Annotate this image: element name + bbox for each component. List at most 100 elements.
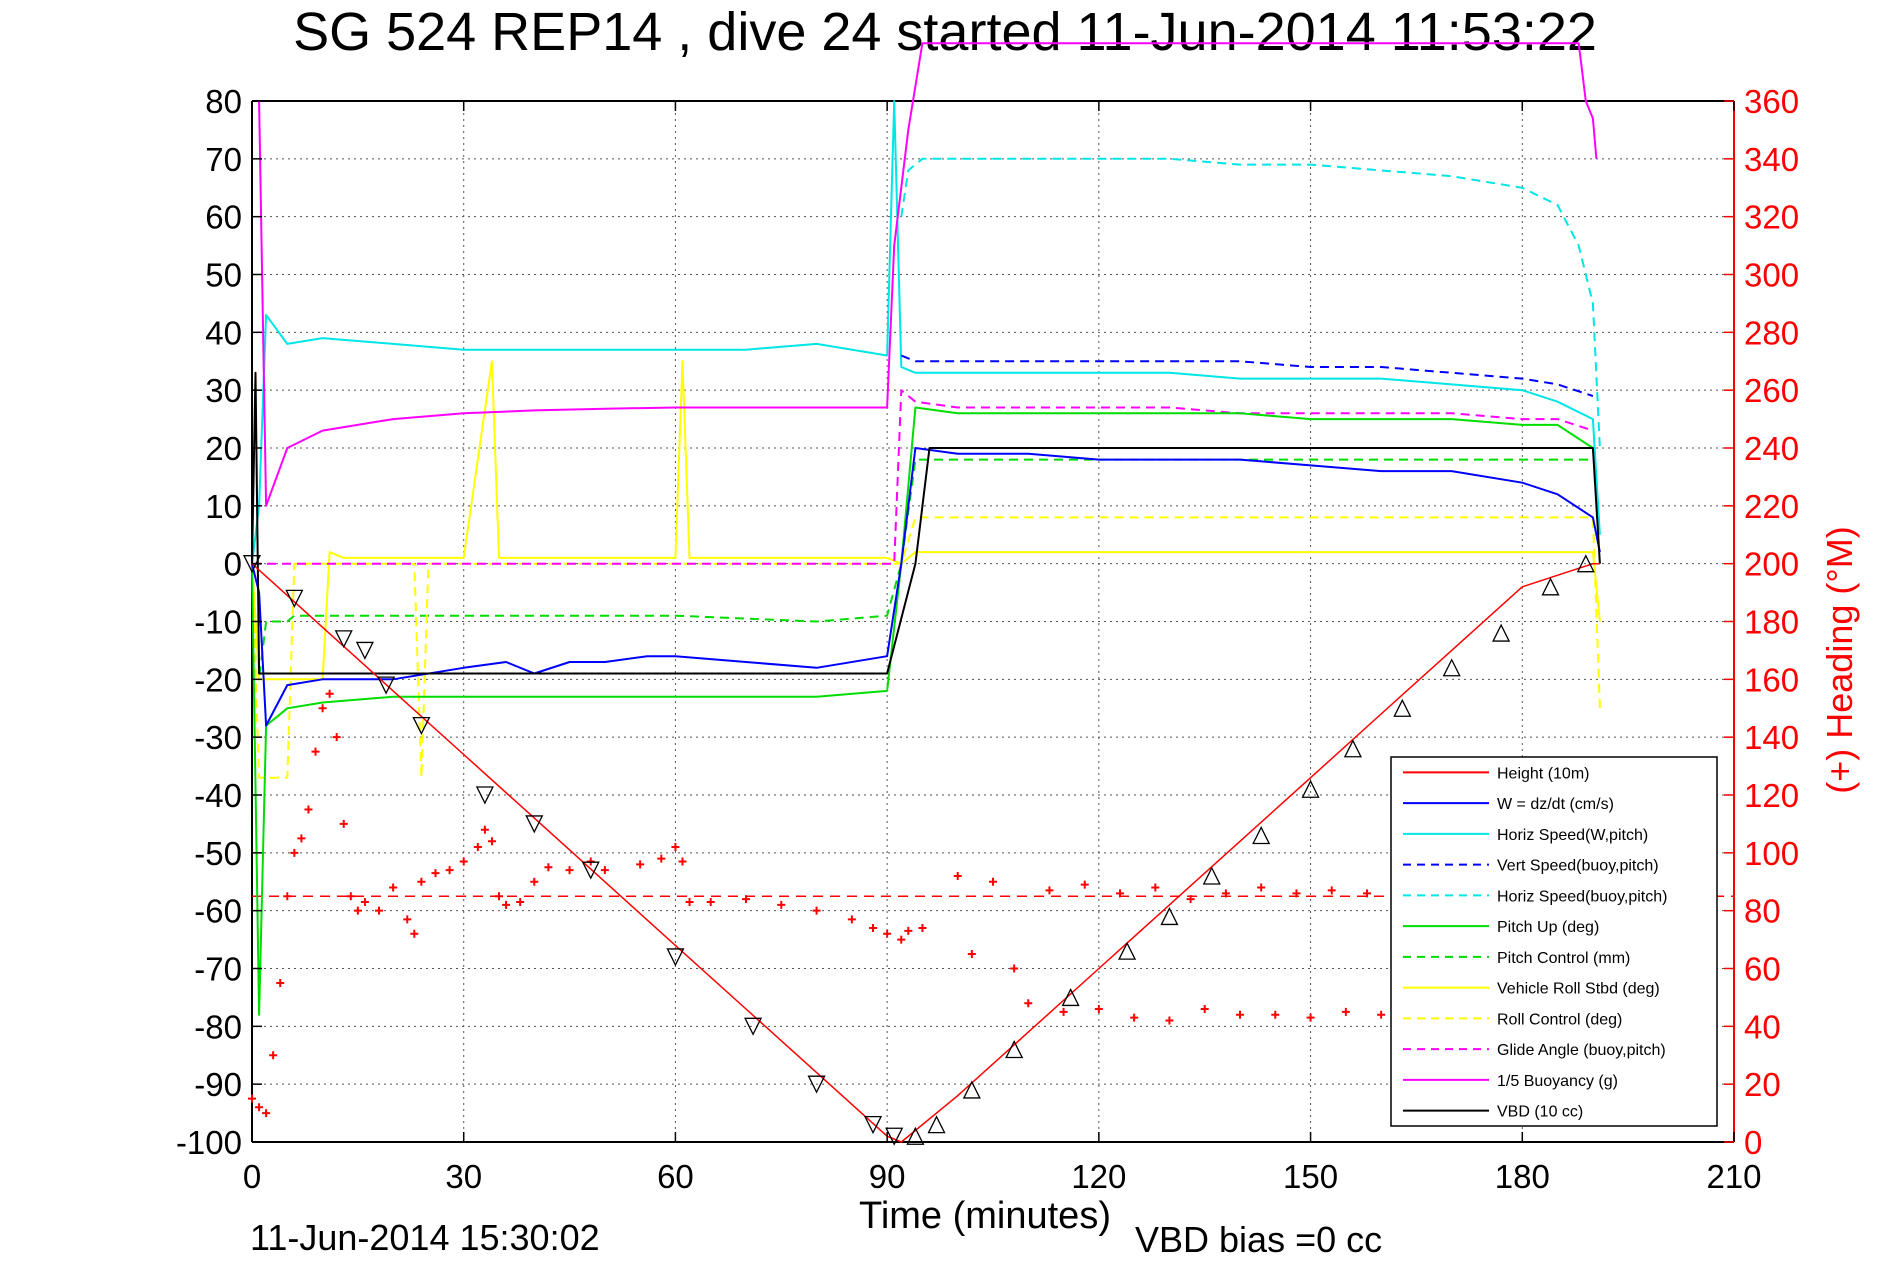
series-heading [248, 689, 1400, 1118]
profile-marker-down [581, 861, 600, 880]
profile-marker-up [1492, 623, 1511, 642]
heading-point [1341, 1007, 1350, 1016]
profile-marker-up [1393, 698, 1412, 717]
right-y-tick-label: 240 [1744, 430, 1799, 467]
series-1-5-buoyancy-g [258, 42, 1598, 507]
heading-point [360, 897, 369, 906]
heading-point [1363, 889, 1372, 898]
legend: Height (10m) W = dz/dt (cm/s) Horiz Speed(… [1390, 756, 1718, 1127]
right-y-tick-label: 0 [1744, 1124, 1762, 1161]
x-tick-label: 210 [1706, 1158, 1761, 1195]
left-y-tick-label: 0 [224, 546, 242, 583]
profile-marker-down [412, 716, 431, 736]
profile-marker-down [525, 815, 544, 834]
profile-marker-up [927, 1115, 946, 1134]
left-y-tick-label: -30 [194, 719, 242, 756]
legend-label: Pitch Up (deg) [1497, 919, 1599, 936]
heading-point [283, 892, 292, 901]
legend-box [1390, 756, 1718, 1127]
heading-point [1116, 889, 1125, 898]
heading-point [530, 877, 539, 886]
legend-label: Roll Control (deg) [1497, 1011, 1622, 1028]
left-y-tick-label: 10 [205, 488, 242, 525]
profile-marker-up [1442, 658, 1461, 677]
left-y-tick-label: -50 [194, 835, 242, 872]
right-y-ticks: 3603403203002802602402202001801601401201… [1724, 83, 1799, 1161]
heading-point [565, 866, 574, 875]
right-y-tick-label: 40 [1744, 1008, 1781, 1045]
heading-point [495, 892, 503, 901]
heading-point [459, 857, 468, 866]
heading-point [1151, 883, 1160, 892]
left-y-tick-label: -90 [194, 1066, 242, 1103]
heading-point [1010, 964, 1019, 973]
right-y-tick-label: 340 [1744, 141, 1799, 178]
legend-label: Pitch Control (mm) [1497, 950, 1630, 967]
heading-point [1094, 1004, 1103, 1013]
legend-label: Horiz Speed(W,pitch) [1497, 827, 1648, 844]
profile-marker-down [377, 676, 396, 695]
heading-point [346, 892, 355, 901]
right-y-tick-label: 320 [1744, 199, 1799, 236]
x-tick-label: 90 [869, 1158, 906, 1195]
heading-point [847, 915, 856, 924]
heading-point [1186, 895, 1195, 904]
left-y-tick-label: -10 [194, 604, 242, 641]
heading-point [777, 900, 786, 909]
heading-point [1306, 1013, 1315, 1022]
series-pitch-control-mm [251, 458, 1593, 681]
series-horiz-speed-buoy-pitch [900, 157, 1601, 449]
heading-point [332, 733, 341, 742]
heading-point [1377, 1010, 1386, 1019]
heading-point [480, 825, 489, 834]
footer-vbd-bias: VBD bias =0 cc [1135, 1219, 1382, 1260]
heading-point [742, 895, 750, 904]
heading-point [353, 906, 362, 915]
heading-point [918, 924, 927, 933]
heading-point [325, 689, 334, 698]
series-pitch-up-deg [251, 406, 1594, 1016]
heading-point [516, 897, 525, 906]
heading-point [445, 866, 454, 875]
heading-point [636, 860, 645, 869]
left-y-ticks: 80 70 60 50 40 30 20 10 0 -10 -20 -30 -40 -50 -60 -70 -8… [176, 83, 262, 1161]
profile-marker-up [1343, 739, 1362, 758]
heading-point [502, 900, 511, 909]
heading-point [812, 906, 821, 915]
profile-marker-up [1301, 779, 1320, 798]
footer-timestamp: 11-Jun-2014 15:30:02 [250, 1217, 600, 1258]
heading-point [1024, 999, 1033, 1008]
profile-marker-down [285, 589, 304, 608]
heading-point [706, 897, 715, 906]
x-tick-label: 30 [445, 1158, 482, 1195]
legend-label: Glide Angle (buoy,pitch) [1497, 1042, 1666, 1059]
heading-point [671, 843, 680, 852]
profile-marker-up [1061, 987, 1080, 1007]
heading-point [586, 857, 595, 866]
heading-point [869, 924, 878, 933]
heading-point [1130, 1013, 1139, 1022]
profile-marker-up [1541, 577, 1560, 596]
heading-point [403, 915, 412, 924]
left-y-tick-label: 60 [205, 199, 242, 236]
heading-point [487, 837, 496, 846]
profile-marker-up [1252, 826, 1271, 845]
heading-point [269, 1051, 278, 1060]
heading-point [473, 843, 482, 852]
heading-point [600, 866, 609, 875]
heading-point [883, 929, 892, 938]
x-tick-label: 180 [1495, 1158, 1550, 1195]
heading-point [1257, 883, 1266, 892]
chart-title: SG 524 REP14 , dive 24 started 11-Jun-20… [293, 2, 1597, 62]
series-vehicle-roll-stbd-deg [251, 360, 1601, 681]
legend-label: 1/5 Buoyancy (g) [1497, 1073, 1618, 1090]
heading-point [544, 863, 553, 872]
left-y-tick-label: -40 [194, 777, 242, 814]
right-y-tick-label: 20 [1744, 1066, 1781, 1103]
left-y-tick-label: -60 [194, 893, 242, 930]
profile-marker-down [744, 1017, 763, 1036]
right-y-tick-label: 140 [1744, 719, 1799, 756]
heading-point [276, 978, 285, 987]
heading-point [1327, 886, 1336, 895]
